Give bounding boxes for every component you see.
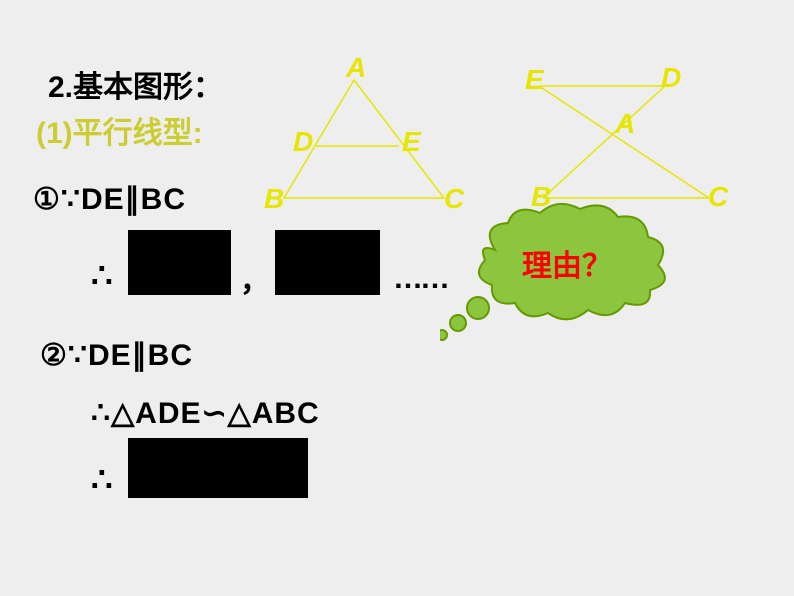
line-3: ②∵DE∥BC <box>40 338 193 373</box>
label-a2: A <box>615 108 635 140</box>
line-2c: …… <box>393 262 447 296</box>
line-2a: ∴ <box>91 256 113 296</box>
slide-container: 2.基本图形： (1)平行线型: ①∵DE∥BC ∴ ， …… ②∵DE∥BC … <box>0 0 794 596</box>
label-d1: D <box>293 126 313 158</box>
heading-parallel-type: (1)平行线型: <box>36 108 203 152</box>
line-4: ∴△ADE∽△ABC <box>91 396 320 431</box>
label-e2: E <box>525 64 544 96</box>
line-5: ∴ <box>91 460 113 500</box>
reason-text: 理由？ <box>522 241 612 285</box>
reason-cloud: 理由？ <box>440 195 640 325</box>
diagram-triangle-2: E D A B C <box>515 58 735 218</box>
blackbox-3 <box>128 438 308 498</box>
label-a1: A <box>346 52 366 84</box>
label-e1: E <box>402 126 421 158</box>
label-d2: D <box>661 62 681 94</box>
label-b1: B <box>264 183 284 215</box>
line-1: ①∵DE∥BC <box>33 182 186 217</box>
heading-basic-shapes: 2.基本图形： <box>48 62 223 106</box>
label-c2: C <box>708 181 728 213</box>
blackbox-2 <box>275 230 380 295</box>
line-2b: ， <box>240 256 270 300</box>
blackbox-1 <box>128 230 231 295</box>
